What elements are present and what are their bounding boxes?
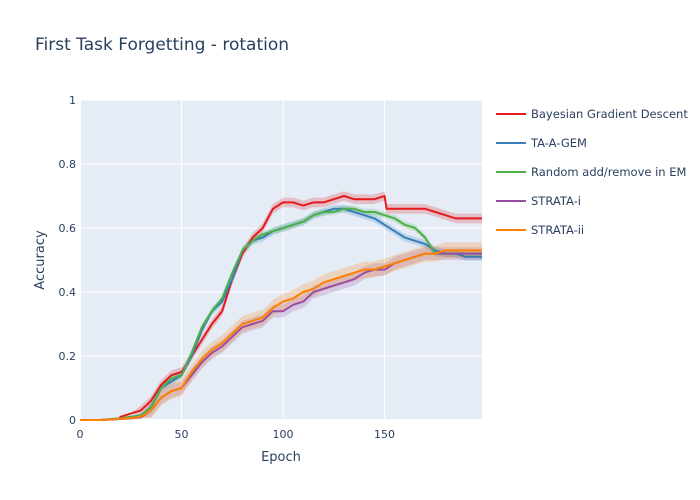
legend-label: Bayesian Gradient Descent <box>531 107 688 121</box>
legend[interactable]: Bayesian Gradient Descent TA-A-GEM Random … <box>496 107 688 237</box>
x-tick-label: 100 <box>273 428 294 441</box>
x-tick-label: 50 <box>175 428 189 441</box>
y-tick-labels: 0 0.2 0.4 0.6 0.8 1 <box>59 94 77 427</box>
plot-area <box>80 100 482 420</box>
y-tick-label: 0.4 <box>59 286 77 299</box>
y-tick-label: 0.6 <box>59 222 77 235</box>
x-axis-title: Epoch <box>261 450 301 465</box>
y-tick-label: 1 <box>69 94 76 107</box>
legend-label: Random add/remove in EM <box>531 165 686 179</box>
x-tick-labels: 0 50 100 150 <box>77 428 396 441</box>
legend-item[interactable]: STRATA-ii <box>496 223 584 237</box>
series-line <box>80 207 482 421</box>
legend-item[interactable]: Bayesian Gradient Descent <box>496 107 688 121</box>
x-tick-label: 0 <box>77 428 84 441</box>
legend-item[interactable]: STRATA-i <box>496 194 581 208</box>
y-tick-label: 0.2 <box>59 350 77 363</box>
series-lines <box>80 195 482 421</box>
y-axis-title: Accuracy <box>33 230 48 290</box>
legend-label: STRATA-ii <box>531 223 584 237</box>
legend-item[interactable]: TA-A-GEM <box>496 136 587 150</box>
chart-title: First Task Forgetting - rotation <box>35 35 289 55</box>
series-line <box>80 249 482 421</box>
legend-label: TA-A-GEM <box>530 136 587 150</box>
x-tick-label: 150 <box>374 428 395 441</box>
grid <box>79 99 482 421</box>
legend-label: STRATA-i <box>531 194 581 208</box>
y-tick-label: 0.8 <box>59 158 77 171</box>
y-tick-label: 0 <box>69 414 76 427</box>
legend-item[interactable]: Random add/remove in EM <box>496 165 686 179</box>
series-line <box>80 195 482 421</box>
